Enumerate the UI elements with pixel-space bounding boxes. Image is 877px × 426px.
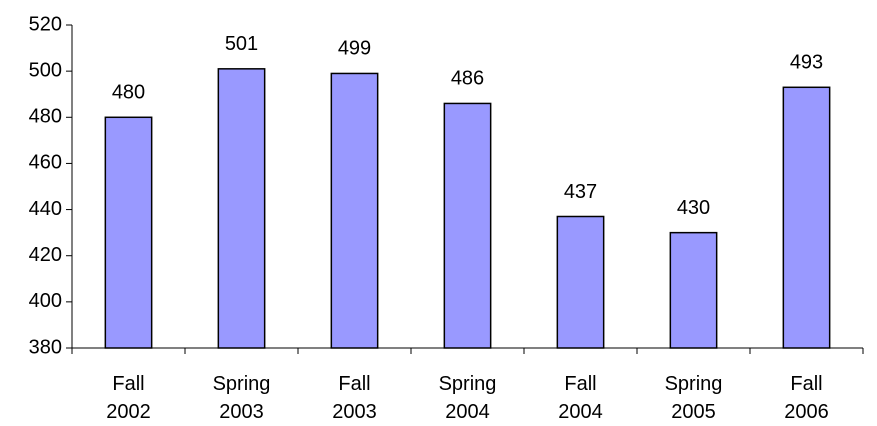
y-tick-label: 500 <box>29 59 62 81</box>
y-tick-label: 440 <box>29 198 62 220</box>
value-label: 499 <box>338 38 371 60</box>
x-tick-label-line: 2004 <box>558 401 603 423</box>
bar <box>217 68 266 349</box>
x-tick-label-line: Spring <box>213 373 271 395</box>
bar <box>104 116 153 349</box>
x-tick-label-line: Fall <box>790 373 822 395</box>
x-tick-label-line: Fall <box>564 373 596 395</box>
x-tick-label-line: 2005 <box>671 401 716 423</box>
y-tick-label: 520 <box>29 13 62 35</box>
x-tick-label-line: Fall <box>112 373 144 395</box>
y-tick-label: 480 <box>29 106 62 128</box>
x-tick-label-line: Fall <box>338 373 370 395</box>
y-tick-label: 400 <box>29 290 62 312</box>
x-tick-label-line: Spring <box>665 373 723 395</box>
x-tick-label: Spring 2004 <box>439 373 497 423</box>
x-tick-label: Fall 2002 <box>106 373 151 423</box>
bar <box>443 102 492 349</box>
x-tick-label-line: Spring <box>439 373 497 395</box>
bar <box>782 86 831 349</box>
bar <box>669 231 718 349</box>
x-tick-label: Spring 2003 <box>213 373 271 423</box>
x-tick-label: Fall 2004 <box>558 373 603 423</box>
x-tick-label-line: 2006 <box>784 401 829 423</box>
y-tick-label: 460 <box>29 152 62 174</box>
x-tick-label-line: 2003 <box>219 401 264 423</box>
x-tick-label-line: 2003 <box>332 401 377 423</box>
value-label: 480 <box>112 82 145 104</box>
x-tick-label: Spring 2005 <box>665 373 723 423</box>
value-label: 501 <box>225 33 258 55</box>
x-tick-label: Fall 2003 <box>332 373 377 423</box>
bar <box>330 72 379 349</box>
value-label: 430 <box>677 197 710 219</box>
x-tick-label-line: 2002 <box>106 401 151 423</box>
bar <box>556 215 605 349</box>
x-tick-label: Fall 2006 <box>784 373 829 423</box>
value-label: 437 <box>564 181 597 203</box>
x-tick-label-line: 2004 <box>445 401 490 423</box>
y-tick-label: 420 <box>29 244 62 266</box>
value-label: 493 <box>790 52 823 74</box>
value-label: 486 <box>451 68 484 90</box>
y-tick-label: 380 <box>29 336 62 358</box>
